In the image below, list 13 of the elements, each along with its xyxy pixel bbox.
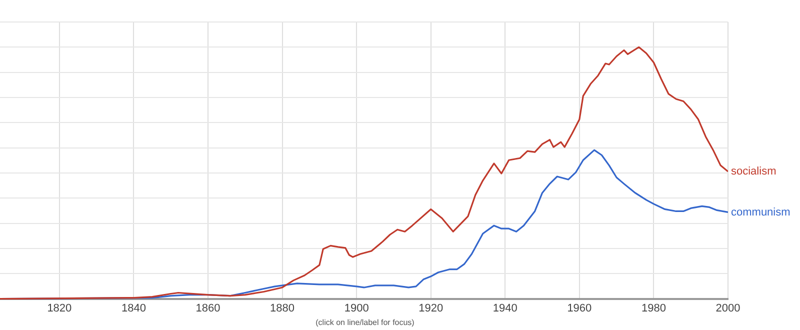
x-tick-label: 1880 [270,302,295,314]
x-tick-label: 1920 [418,302,444,314]
x-tick-label: 1900 [344,302,369,314]
x-tick-label: 1860 [196,302,220,314]
x-tick-label: 2000 [716,302,740,314]
series-label: communism [731,206,790,218]
series-label: socialism [731,166,776,178]
x-tick-label: 1940 [492,302,518,314]
x-tick-label: 1820 [47,302,72,314]
x-tick-label: 1980 [641,302,666,314]
x-tick-label: 1840 [121,302,146,314]
text: (click on line/label for focus) [314,318,416,327]
x-tick-label: 1960 [567,302,592,314]
